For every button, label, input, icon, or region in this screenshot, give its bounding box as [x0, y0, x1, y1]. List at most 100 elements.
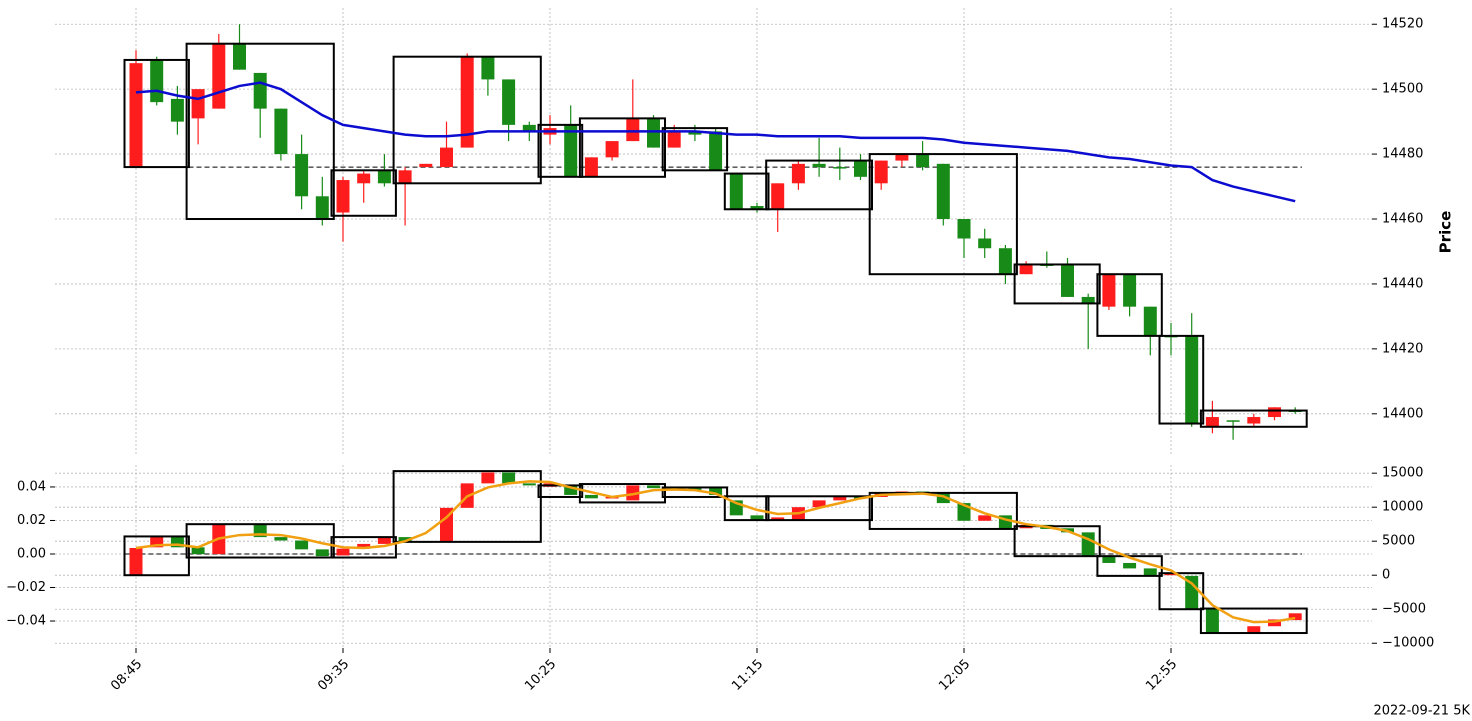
candle-body [212, 43, 226, 109]
range-box [578, 117, 667, 178]
y-tick-label: −10000 [1382, 636, 1434, 651]
y-tick-label: −5000 [1382, 602, 1426, 617]
candle-body [1226, 420, 1240, 422]
candle-body [1164, 573, 1178, 576]
candle-body [1081, 532, 1095, 556]
candle-body [315, 196, 329, 220]
candle-body [150, 59, 164, 103]
candle-body [833, 496, 847, 501]
range-box [392, 470, 542, 543]
y2-tick-label: 0.04 [17, 479, 46, 494]
candle-body [1268, 407, 1281, 418]
candle-body [709, 487, 723, 495]
candle-body [916, 154, 930, 168]
candle-body [460, 56, 474, 148]
candle-body [1143, 568, 1157, 576]
candle-body [1288, 613, 1302, 621]
range-box [868, 491, 1018, 530]
y2-tick-label: 0.02 [17, 513, 46, 528]
candle-body [584, 494, 598, 499]
moving-average-line [135, 81, 1296, 203]
range-box [330, 536, 397, 559]
candle-body [564, 486, 578, 495]
range-box [723, 495, 770, 522]
candle-body [440, 147, 453, 168]
candle-body [295, 154, 309, 197]
candle-body [626, 485, 640, 501]
range-box [537, 123, 584, 178]
range-box [185, 42, 335, 221]
candle-body [1061, 264, 1074, 297]
candle-body [440, 507, 453, 542]
candle-body [1019, 264, 1033, 275]
y-tick-label: 5000 [1382, 534, 1415, 549]
candle-body [522, 124, 536, 132]
candle-body [709, 131, 723, 171]
range-box [123, 58, 190, 169]
candle-body [377, 170, 391, 184]
candle-body [688, 131, 702, 135]
y-tick-label: 15000 [1382, 466, 1423, 481]
candle-body [771, 183, 785, 210]
candle-body [191, 89, 205, 119]
candle-body [729, 173, 743, 210]
range-box [1199, 607, 1308, 635]
candle-body [667, 131, 681, 148]
candle-body [522, 483, 536, 486]
range-box [868, 153, 1018, 276]
y-tick-label: 14500 [1382, 82, 1423, 97]
y-tick-label: 10000 [1382, 500, 1423, 515]
y-tick-label: 0 [1382, 568, 1390, 583]
y2-tick-label: −0.04 [6, 614, 46, 629]
candle-body [564, 124, 578, 177]
x-tick-label: 11:15 [729, 657, 766, 694]
candle-body [481, 472, 495, 484]
candle-body [1205, 608, 1219, 634]
candle-body [978, 515, 992, 521]
x-tick-label: 12:55 [1143, 657, 1180, 694]
candle-body [812, 500, 826, 508]
y-tick-label: 14400 [1382, 406, 1423, 421]
range-box [723, 172, 770, 211]
candle-body [750, 206, 764, 210]
candle-body [771, 517, 785, 520]
candle-body [357, 173, 371, 184]
candle-body [936, 163, 950, 220]
range-box [661, 486, 729, 498]
candle-body [170, 98, 184, 122]
candle-body [502, 472, 516, 484]
candle-body [233, 43, 246, 70]
candle-body [336, 548, 350, 556]
y-tick-label: 14420 [1382, 341, 1423, 356]
candle-body [253, 72, 267, 109]
y-tick-label: 14480 [1382, 147, 1423, 162]
candle-body [419, 163, 433, 168]
candle-body [584, 157, 598, 177]
candle-body [750, 515, 764, 520]
candle-body [791, 163, 805, 184]
y-tick-label: 14460 [1382, 212, 1423, 227]
candle-body [1102, 274, 1116, 307]
candle-body [833, 167, 847, 169]
candle-body [502, 79, 516, 125]
candle-body [170, 537, 184, 548]
candle-body [978, 238, 992, 249]
candle-body [1123, 562, 1137, 569]
candle-body [626, 118, 640, 142]
candle-body [1205, 417, 1219, 427]
x-tick-label: 08:45 [108, 657, 145, 694]
y-axis-label: Price [1437, 211, 1455, 254]
range-box [123, 535, 190, 577]
x-tick-label: 10:25 [522, 657, 559, 694]
candle-body [377, 537, 391, 544]
range-box [392, 55, 542, 185]
candle-body [1268, 619, 1281, 627]
candle-body [1185, 575, 1199, 609]
range-box [185, 523, 335, 559]
candle-body [874, 160, 888, 184]
x-tick-label: 09:35 [315, 657, 352, 694]
candle-body [1123, 274, 1137, 307]
candle-body [150, 537, 164, 548]
candle-body [274, 537, 288, 541]
candle-body [336, 180, 350, 213]
